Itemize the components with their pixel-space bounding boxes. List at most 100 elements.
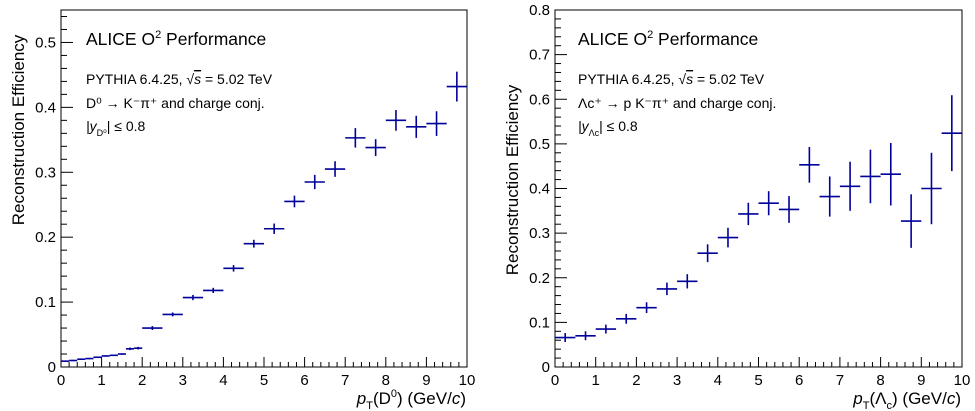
x-tick-label: 1 [97,372,105,389]
data-point [125,347,135,351]
data-point [555,333,576,343]
data-point [860,149,881,204]
y-tick-label: 0 [542,359,550,376]
data-point [406,115,427,138]
y-axis-ticks: 0 0.1 0.2 0.3 0.4 0.5 0.6 0.7 0.8 [529,2,567,376]
x-tick-label: 9 [422,372,430,389]
data-point [941,95,962,172]
data-point [446,71,467,102]
y-axis-title: Reconstruction Efficiency [9,34,28,225]
y-tick-label: 0.5 [35,34,56,51]
y-axis-title: Reconstruction Efficiency [503,84,522,275]
data-point [636,302,657,314]
x-tick-label: 10 [954,372,971,389]
data-point [117,353,126,355]
rapidity-cut-label: |yΛc| ≤ 0.8 [578,118,638,138]
x-tick-label: 4 [714,372,722,389]
d0-efficiency-panel: 0 1 2 3 4 5 6 7 8 9 10 0 0.1 0.2 0.3 0.4 0.5 ALICE O2 P… [9,9,476,411]
y-tick-label: 0.1 [529,314,550,331]
data-point [385,109,407,131]
experiment-title: ALICE O2 Performance [86,29,266,49]
data-point [203,287,224,294]
data-point [345,128,366,148]
data-point [182,294,204,301]
x-tick-label: 6 [300,372,308,389]
y-tick-label: 0 [48,359,56,376]
data-point [778,196,800,223]
x-tick-label: 2 [138,372,146,389]
data-point [921,152,942,225]
data-point [324,161,346,177]
data-point [223,265,244,272]
x-tick-label: 5 [260,372,268,389]
data-point [758,191,779,216]
data-point [243,239,264,248]
data-point [426,111,447,136]
x-tick-label: 2 [632,372,640,389]
data-point [595,324,617,334]
plot-frame [554,9,963,368]
data-point [900,194,922,248]
x-tick-label: 3 [673,372,681,389]
data-point [656,282,678,296]
data-point [284,195,305,208]
data-point [61,360,70,362]
data-point [799,146,820,183]
x-axis-title: pT(Λc) (GeV/c) [852,389,961,411]
data-point [77,358,86,361]
data-point [575,331,596,341]
x-axis-title: pT(D0) (GeV/c) [356,388,466,411]
y-tick-label: 0.5 [529,136,550,153]
data-points [555,95,962,343]
x-tick-label: 7 [836,372,844,389]
generator-label: PYTHIA 6.4.25, √s = 5.02 TeV [578,71,765,87]
x-tick-label: 0 [57,372,65,389]
x-axis-ticks: 0 1 2 3 4 5 6 7 8 9 10 [551,357,971,389]
decay-channel-label: Λc⁺ → p K⁻π⁺ and charge conj. [578,95,776,111]
x-tick-label: 4 [219,372,227,389]
data-point [93,356,102,359]
data-point [134,346,143,350]
x-tick-label: 0 [551,372,559,389]
x-tick-label: 8 [382,372,390,389]
data-point [738,202,759,226]
data-point [101,355,110,357]
data-point [85,357,94,360]
y-tick-label: 0.8 [529,2,550,19]
data-point [304,174,325,190]
data-point [697,244,718,263]
generator-label: PYTHIA 6.4.25, √s = 5.02 TeV [86,71,273,87]
y-tick-label: 0.3 [35,164,56,181]
y-axis-ticks: 0 0.1 0.2 0.3 0.4 0.5 [35,15,73,376]
data-point [839,161,861,211]
data-point [264,223,285,234]
data-point [819,176,840,217]
x-tick-label: 6 [795,372,803,389]
y-tick-label: 0.2 [35,229,56,246]
x-tick-label: 8 [876,372,884,389]
y-tick-label: 0.4 [529,181,550,198]
data-point [69,359,78,362]
x-axis-ticks: 0 1 2 3 4 5 6 7 8 9 10 [57,357,476,389]
data-points [61,71,467,362]
y-tick-label: 0.3 [529,225,550,242]
x-tick-label: 7 [341,372,349,389]
data-point [365,139,386,157]
x-tick-label: 10 [459,372,476,389]
y-tick-label: 0.6 [529,91,550,108]
data-point [717,227,739,248]
y-tick-label: 0.2 [529,270,550,287]
rapidity-cut-label: |yD⁰| ≤ 0.8 [86,118,146,138]
data-point [109,354,118,357]
lc-efficiency-panel: 0 1 2 3 4 5 6 7 8 9 10 0 0.1 0.2 0.3 0.4 0.5 0.6 0.7 0.8 A… [503,2,970,411]
experiment-title: ALICE O2 Performance [578,29,758,49]
x-tick-label: 9 [917,372,925,389]
data-point [880,142,901,206]
data-point [142,326,163,331]
data-point [616,313,637,324]
x-tick-label: 1 [592,372,600,389]
data-point [162,312,183,317]
decay-channel-label: D⁰ → K⁻π⁺ and charge conj. [86,95,265,111]
plot-frame [60,9,468,368]
